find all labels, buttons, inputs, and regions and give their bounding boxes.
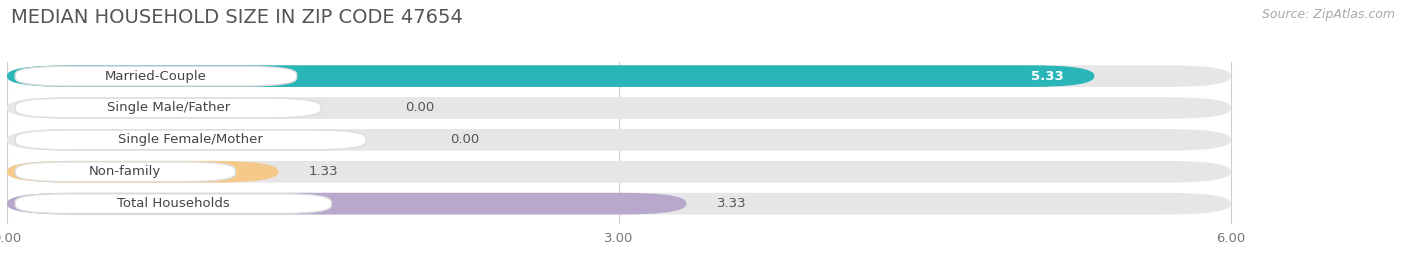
Text: MEDIAN HOUSEHOLD SIZE IN ZIP CODE 47654: MEDIAN HOUSEHOLD SIZE IN ZIP CODE 47654 — [11, 8, 463, 27]
Text: 5.33: 5.33 — [1031, 70, 1063, 83]
Text: Single Female/Mother: Single Female/Mother — [118, 133, 263, 146]
Text: 3.33: 3.33 — [717, 197, 747, 210]
FancyBboxPatch shape — [7, 65, 1230, 87]
FancyBboxPatch shape — [7, 129, 1230, 151]
Text: Non-family: Non-family — [89, 165, 162, 178]
FancyBboxPatch shape — [7, 161, 278, 183]
FancyBboxPatch shape — [15, 194, 332, 214]
FancyBboxPatch shape — [7, 193, 686, 214]
Text: 1.33: 1.33 — [309, 165, 339, 178]
FancyBboxPatch shape — [7, 97, 1230, 119]
FancyBboxPatch shape — [15, 66, 297, 86]
FancyBboxPatch shape — [15, 162, 235, 182]
Text: Married-Couple: Married-Couple — [105, 70, 207, 83]
FancyBboxPatch shape — [7, 65, 1094, 87]
FancyBboxPatch shape — [15, 98, 321, 118]
FancyBboxPatch shape — [15, 130, 366, 150]
Text: 0.00: 0.00 — [450, 133, 479, 146]
FancyBboxPatch shape — [7, 193, 1230, 214]
Text: 0.00: 0.00 — [405, 101, 434, 115]
Text: Total Households: Total Households — [117, 197, 229, 210]
FancyBboxPatch shape — [7, 161, 1230, 183]
Text: Single Male/Father: Single Male/Father — [107, 101, 229, 115]
Text: Source: ZipAtlas.com: Source: ZipAtlas.com — [1261, 8, 1395, 21]
